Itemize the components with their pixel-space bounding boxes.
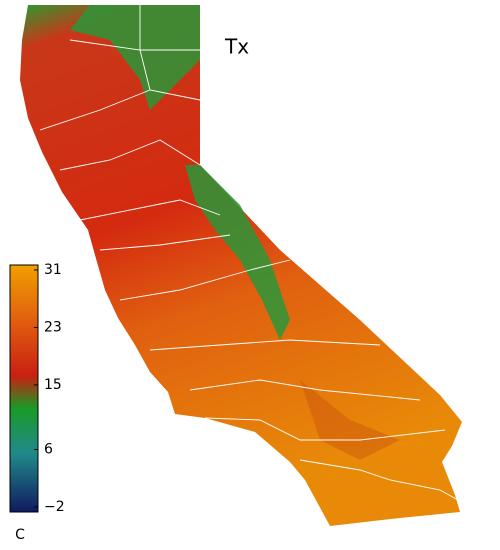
- colorbar-tick-label: 6: [44, 442, 53, 458]
- northern-highlands: [70, 5, 200, 110]
- map-title: Tx: [224, 35, 249, 59]
- colorbar-bar: [9, 264, 39, 513]
- colorbar: C: [9, 264, 39, 543]
- colorbar-tick-label: 31: [44, 262, 62, 278]
- colorbar-unit: C: [15, 527, 25, 543]
- sierra-nevada: [185, 165, 290, 340]
- colorbar-tick-label: −2: [44, 499, 65, 515]
- colorbar-tick-label: 23: [44, 319, 62, 335]
- county-lines: [39, 5, 459, 501]
- california-land: [20, 5, 462, 526]
- colorbar-tick-label: 15: [44, 377, 62, 393]
